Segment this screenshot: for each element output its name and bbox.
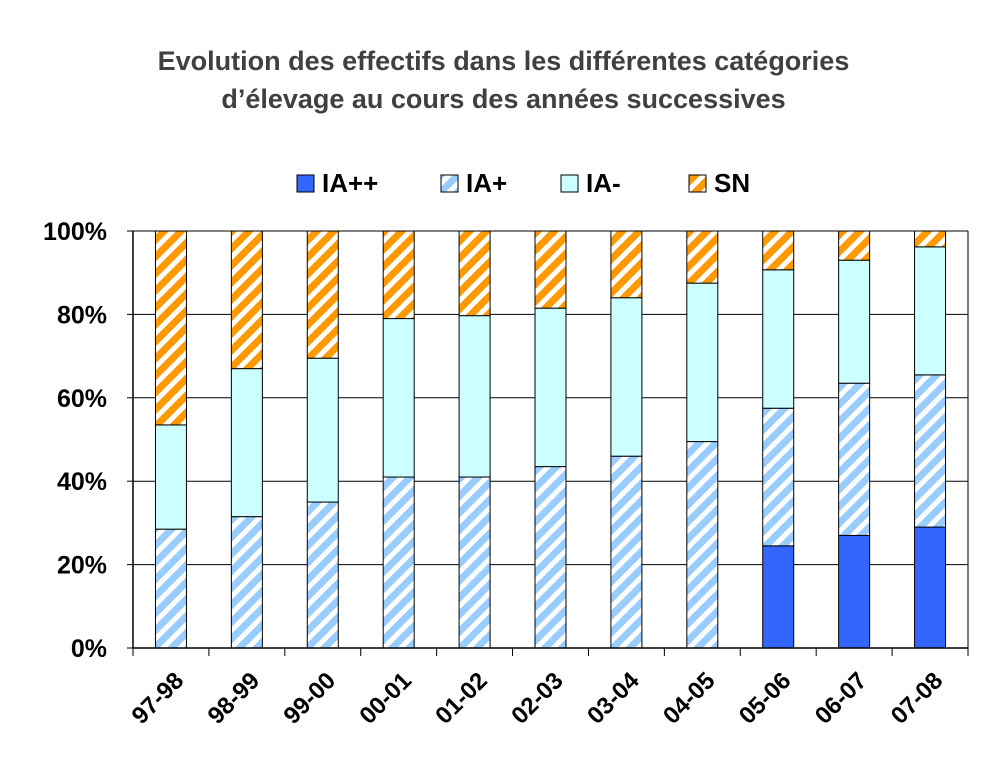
bar-segment-iaminus xyxy=(762,269,795,409)
bar-segment-iaminus xyxy=(686,282,719,443)
bar-segment-iaplus xyxy=(306,501,339,649)
bar-segment-iaplus xyxy=(154,528,187,649)
bar-segment-sn xyxy=(154,230,187,426)
bar-segment-iaplus xyxy=(534,466,567,649)
legend-swatch-iaminus xyxy=(560,174,579,193)
x-tick-label: 02-03 xyxy=(506,667,569,730)
chart-title-line-1: Evolution des effectifs dans les différe… xyxy=(157,46,850,76)
bar-segment-iaplus xyxy=(458,476,491,649)
bar-segment-iaminus xyxy=(610,297,643,457)
bar-segment-sn xyxy=(306,230,339,359)
bars-group xyxy=(154,230,947,649)
y-tick-label: 40% xyxy=(57,468,107,496)
bar-segment-sn xyxy=(838,230,871,261)
bar-segment-iaplusplus xyxy=(838,534,871,649)
legend-swatch-sn xyxy=(688,174,707,193)
y-tick-label: 60% xyxy=(57,385,107,413)
bar-segment-iaminus xyxy=(382,318,415,478)
x-tick-label: 98-99 xyxy=(203,667,266,730)
bar-segment-iaminus xyxy=(914,246,947,376)
x-tick-label: 04-05 xyxy=(658,667,721,730)
bar-segment-iaminus xyxy=(838,259,871,384)
y-tick-label: 20% xyxy=(57,552,107,580)
bar-segment-sn xyxy=(762,230,795,271)
y-tick-label: 80% xyxy=(57,301,107,329)
x-tick-label: 97-98 xyxy=(127,667,190,730)
legend-label-sn: SN xyxy=(714,168,750,198)
bar-segment-iaminus xyxy=(458,315,491,478)
bar-segment-iaplusplus xyxy=(914,526,947,649)
bar-segment-sn xyxy=(610,230,643,299)
bar-segment-iaplus xyxy=(382,476,415,649)
bar-segment-sn xyxy=(382,230,415,320)
legend-label-iaplus: IA+ xyxy=(466,168,507,198)
bar-segment-iaminus xyxy=(230,368,263,518)
bar-segment-sn xyxy=(914,230,947,248)
x-tick-label: 00-01 xyxy=(354,667,417,730)
bar-segment-iaplus xyxy=(762,407,795,547)
legend-swatch-iaplus xyxy=(440,174,459,193)
x-tick-label: 01-02 xyxy=(430,667,493,730)
chart-title-line-2: d’élevage au cours des années successive… xyxy=(221,84,786,114)
bar-segment-sn xyxy=(534,230,567,309)
bar-segment-iaplusplus xyxy=(762,545,795,649)
x-tick-label: 07-08 xyxy=(886,667,949,730)
bar-segment-iaplus xyxy=(610,455,643,649)
x-tick-label: 03-04 xyxy=(582,667,645,730)
y-tick-label: 100% xyxy=(43,218,107,246)
x-tick-label: 99-00 xyxy=(279,667,342,730)
bar-segment-iaplus xyxy=(914,374,947,528)
legend-swatch-iaplusplus xyxy=(296,174,315,193)
bar-segment-sn xyxy=(686,230,719,284)
y-tick-label: 0% xyxy=(71,635,107,663)
chart-title: Evolution des effectifs dans les différe… xyxy=(0,42,1007,118)
x-tick-label: 06-07 xyxy=(810,667,873,730)
bar-segment-iaminus xyxy=(154,424,187,530)
bar-segment-sn xyxy=(230,230,263,370)
bar-segment-iaplus xyxy=(230,516,263,649)
bar-segment-iaplus xyxy=(838,382,871,536)
x-tick-label: 05-06 xyxy=(734,667,797,730)
bar-segment-iaminus xyxy=(534,307,567,468)
legend-label-iaplusplus: IA++ xyxy=(322,168,378,198)
bar-segment-iaplus xyxy=(686,441,719,649)
bar-segment-sn xyxy=(458,230,491,317)
legend-label-iaminus: IA- xyxy=(586,168,621,198)
bar-segment-iaminus xyxy=(306,357,339,503)
legend: IA++ IA+ IA- SN xyxy=(296,168,750,198)
